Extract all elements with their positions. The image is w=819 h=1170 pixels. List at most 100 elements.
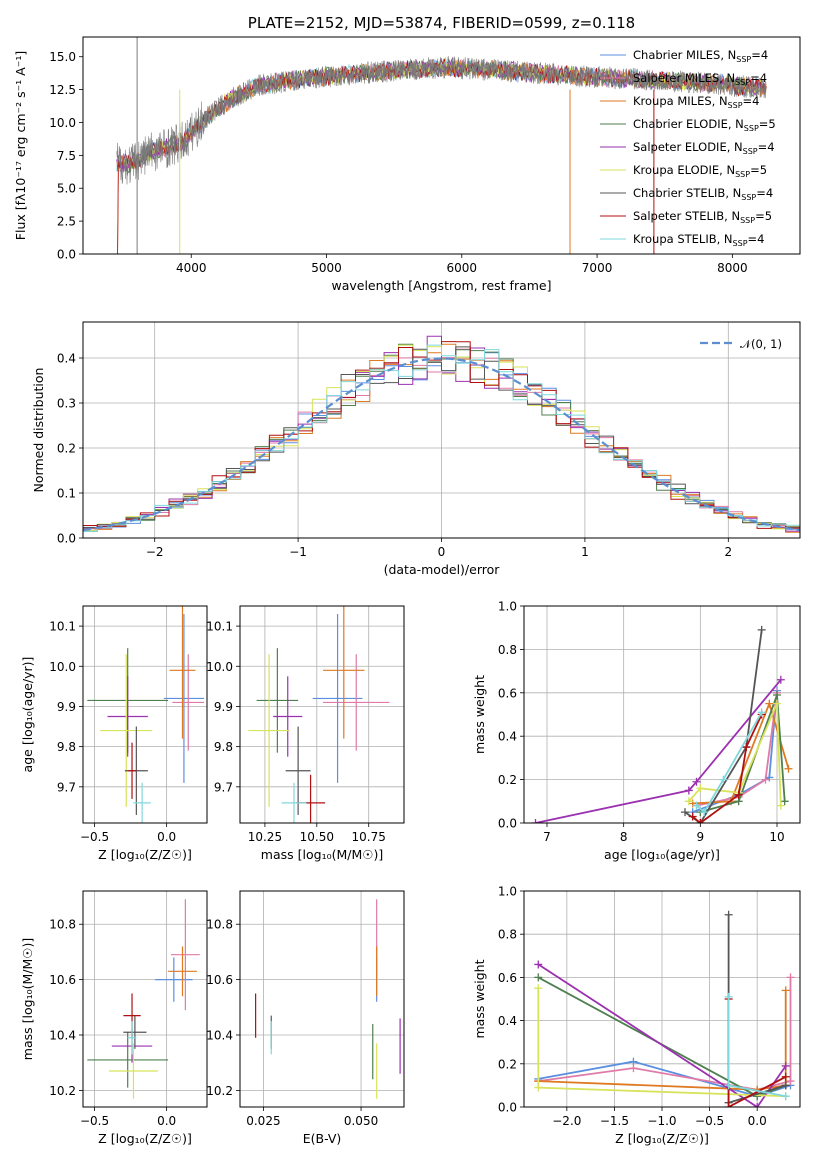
weight-marker	[786, 1077, 795, 1086]
tick-label-x: 5000	[311, 261, 342, 275]
x-axis-label: age [log₁₀(age/yr)]	[604, 847, 720, 862]
legend-subscript: SSP	[736, 55, 751, 64]
axes-frame	[239, 605, 405, 824]
tick-label-x: 10.75	[352, 830, 386, 844]
legend-value: =4	[743, 94, 760, 108]
tick-label-x: 10.25	[248, 830, 282, 844]
weight-marker	[724, 992, 733, 1001]
x-axis-label: Z [log₁₀(Z/Z☉)]	[98, 847, 192, 862]
axes-frame	[82, 36, 801, 255]
errorbar-point	[87, 1032, 169, 1088]
weight-marker	[773, 699, 781, 708]
tick-label-x: 0	[438, 545, 446, 559]
tick-label-x: −1	[289, 545, 307, 559]
legend-value: =5	[750, 163, 767, 177]
weight-line	[535, 679, 782, 823]
tick-label-y: 10.0	[206, 660, 233, 674]
legend: 𝒩(0, 1)	[700, 337, 782, 351]
tick-label-y: 0.0	[498, 1101, 517, 1115]
tick-label-y: 0.6	[498, 686, 517, 700]
legend: Chabrier MILES, NSSP=4 Salpeter MILES, NS…	[600, 48, 776, 248]
weight-marker	[773, 690, 781, 699]
y-axis-label: age [log₁₀(age/yr)]	[20, 657, 35, 773]
tick-label-y: 0.0	[498, 817, 517, 831]
axes-frame	[523, 890, 801, 1108]
tick-label-y: 5.0	[57, 182, 76, 196]
legend-label: Salpeter ELODIE, NSSP=4	[633, 140, 775, 156]
legend-label: Salpeter STELIB, NSSP=5	[633, 209, 772, 225]
legend-label: Chabrier STELIB, NSSP=4	[633, 186, 773, 202]
weight-marker	[724, 1081, 733, 1090]
weight-marker	[781, 986, 790, 995]
weight-marker	[629, 1064, 638, 1073]
tick-label-y: 9.9	[57, 700, 76, 714]
tick-label-y: 9.8	[214, 740, 233, 754]
tick-label-y: 12.5	[49, 83, 76, 97]
tick-label-y: 7.5	[57, 149, 76, 163]
panel-residuals: −2 −1 0 1 2 0.0 0.1 0.2 0.3 0.4 𝒩(0, 1) (data-model…	[31, 321, 801, 577]
x-axis-label: wavelength [Angstrom, rest frame]	[331, 278, 551, 293]
panel-mass-vs-EBV: 0.025 0.050 10.2 10.4 10.6 10.8 E(B-V)	[206, 890, 405, 1146]
legend-value: =4	[751, 48, 768, 62]
legend-label: Chabrier MILES, NSSP=4	[633, 48, 768, 64]
plot-area	[116, 37, 767, 254]
weight-marker	[696, 784, 705, 793]
panel-spectrum: 4000 5000 6000 7000 8000 0.0 2.5 5.0 7.5 10.0 12.5…	[13, 14, 801, 293]
observed-spectrum	[116, 56, 767, 185]
panel-mass-vs-Z: −0.5 0.0 10.2 10.4 10.6 10.8 Z [log₁₀(Z/Z☉)] ma…	[20, 890, 208, 1146]
tick-label-x: 10.50	[300, 830, 334, 844]
weight-marker	[734, 790, 743, 799]
tick-label-y: 0.3	[57, 397, 76, 411]
plot-area	[248, 606, 390, 823]
legend-subscript: SSP	[741, 193, 756, 202]
tick-label-y: 0.4	[498, 1014, 517, 1028]
tick-label-y: 2.5	[57, 215, 76, 229]
weight-marker	[784, 764, 793, 773]
weight-marker	[776, 801, 785, 810]
tick-label-y: 0.0	[57, 248, 76, 262]
weight-marker	[692, 801, 701, 810]
tick-label-x: 7	[543, 830, 551, 844]
tick-label-y: 0.0	[57, 532, 76, 546]
weight-marker	[724, 910, 733, 919]
errorbar-point	[256, 648, 299, 753]
errorbar-point	[107, 676, 148, 757]
tick-label-x: −0.5	[80, 1114, 109, 1128]
weight-marker	[786, 973, 795, 982]
legend-label: Salpeter MILES, NSSP=4	[633, 71, 767, 87]
tick-label-y: 10.6	[206, 973, 233, 987]
legend-subscript: SSP	[735, 170, 750, 179]
tick-label-y: 0.4	[57, 352, 76, 366]
gaussian-curve	[83, 357, 800, 532]
weight-marker	[534, 960, 543, 969]
tick-label-x: 1	[581, 545, 589, 559]
x-axis-label: E(B-V)	[303, 1131, 342, 1146]
axes-frame	[239, 890, 405, 1108]
errorbar-point	[163, 614, 205, 783]
tick-label-x: 8	[620, 830, 628, 844]
errorbar-point	[170, 899, 200, 1011]
tick-label-x: −0.5	[695, 1114, 724, 1128]
tick-label-x: 2	[724, 545, 732, 559]
weight-marker	[681, 808, 689, 817]
weight-marker	[757, 625, 766, 634]
errorbar-point	[248, 654, 290, 807]
plot-area	[531, 625, 793, 823]
tick-label-y: 1.0	[498, 885, 517, 899]
weight-marker	[781, 1061, 790, 1070]
weight-marker	[761, 775, 770, 784]
tick-label-y: 10.2	[49, 1084, 76, 1098]
tick-label-y: 0.2	[498, 773, 517, 787]
weight-marker	[724, 1103, 733, 1107]
x-axis-label: mass [log₁₀(M/M☉)]	[261, 847, 383, 862]
weight-marker	[781, 1092, 790, 1101]
errorbar-point	[285, 726, 311, 815]
tick-label-y: 0.6	[498, 971, 517, 985]
tick-label-y: 10.4	[49, 1029, 76, 1043]
tick-label-x: 0.0	[157, 1114, 176, 1128]
panel-weight-vs-age: 7 8 9 10 0.0 0.2 0.4 0.6 0.8 1.0 age [log₁₀(age/yr…	[472, 600, 801, 862]
plot-area	[534, 910, 795, 1107]
legend-subscript: SSP	[744, 124, 759, 133]
y-axis-label: Normed distribution	[31, 368, 46, 493]
